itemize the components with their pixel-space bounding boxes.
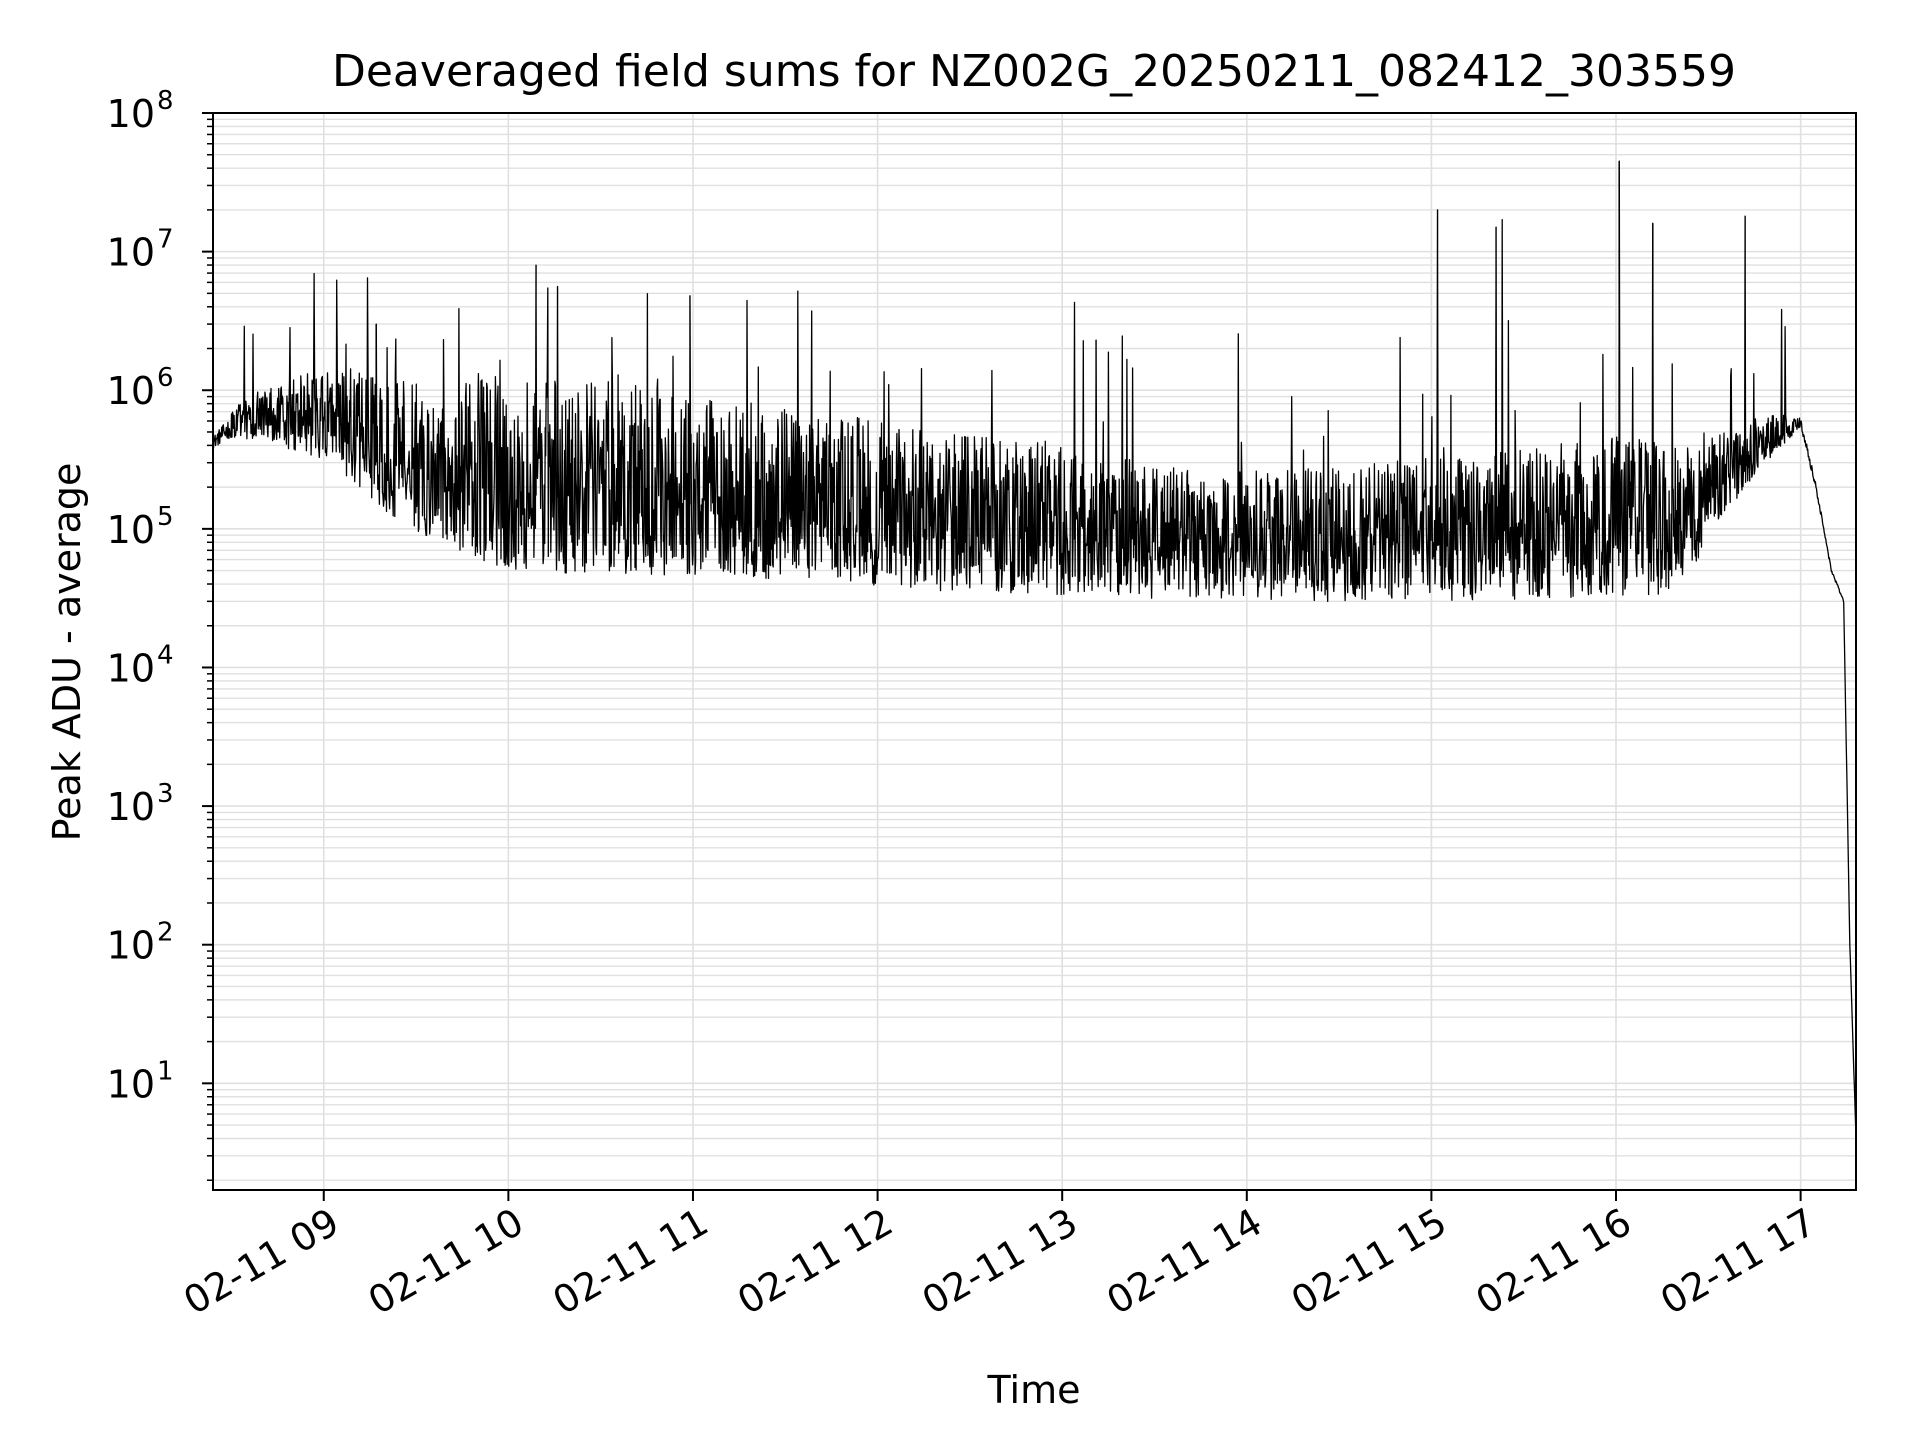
y-tick-exponent: 6 bbox=[157, 363, 174, 393]
y-axis-label: Peak ADU - average bbox=[45, 463, 89, 842]
y-tick-exponent: 7 bbox=[157, 225, 174, 255]
x-tick-label: 02-11 14 bbox=[1099, 1200, 1269, 1324]
y-tick-label: 10 bbox=[107, 231, 155, 275]
y-tick-label: 10 bbox=[107, 508, 155, 552]
x-axis-label: Time bbox=[987, 1368, 1081, 1412]
chart-title: Deaveraged field sums for NZ002G_2025021… bbox=[332, 46, 1736, 97]
x-axis: 02-11 09 02-11 10 02-11 11 02-11 12 02-11 13… bbox=[176, 1190, 1823, 1323]
x-tick-label: 02-11 10 bbox=[361, 1200, 531, 1324]
y-tick-exponent: 4 bbox=[157, 640, 174, 670]
y-tick-exponent: 1 bbox=[157, 1056, 174, 1086]
grid-lines bbox=[213, 112, 1856, 1190]
x-tick-label: 02-11 09 bbox=[176, 1200, 346, 1324]
x-tick-label: 02-11 16 bbox=[1469, 1200, 1639, 1324]
plot-frame bbox=[212, 112, 1857, 1191]
y-tick-label: 10 bbox=[107, 1062, 155, 1106]
plot-area bbox=[212, 160, 1857, 1139]
y-tick-exponent: 2 bbox=[157, 918, 174, 948]
y-tick-exponent: 3 bbox=[157, 779, 174, 809]
series-line bbox=[212, 160, 1857, 1139]
y-tick-label: 10 bbox=[107, 92, 155, 136]
y-tick-exponent: 8 bbox=[157, 86, 174, 116]
x-tick-label: 02-11 11 bbox=[546, 1200, 716, 1324]
y-tick-label: 10 bbox=[107, 924, 155, 968]
x-tick-label: 02-11 17 bbox=[1653, 1200, 1823, 1324]
y-tick-label: 10 bbox=[107, 369, 155, 413]
x-tick-label: 02-11 15 bbox=[1284, 1200, 1454, 1324]
y-tick-label: 10 bbox=[107, 785, 155, 829]
y-tick-label: 10 bbox=[107, 646, 155, 690]
x-tick-label: 02-11 12 bbox=[730, 1200, 900, 1324]
y-tick-exponent: 5 bbox=[157, 502, 174, 532]
x-tick-label: 02-11 13 bbox=[915, 1200, 1085, 1324]
